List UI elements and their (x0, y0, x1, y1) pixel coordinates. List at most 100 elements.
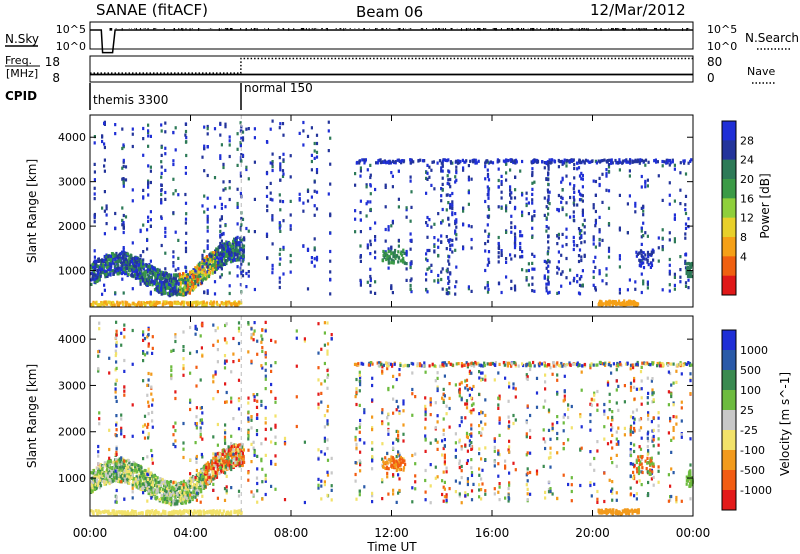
power-cell (238, 241, 241, 245)
velocity-cell (159, 480, 162, 484)
power-cell (644, 231, 647, 235)
power-cell (454, 292, 457, 296)
power-cell (163, 280, 166, 284)
nsky-panel-frame (89, 21, 694, 50)
power-cell (462, 223, 465, 227)
power-cell (147, 185, 150, 189)
power-cell (592, 283, 595, 287)
power-cell (113, 269, 117, 273)
power-cell (673, 213, 676, 217)
power-cell (242, 244, 246, 248)
velocity-cell (186, 499, 189, 503)
power-cell (668, 272, 671, 276)
power-cell (359, 199, 362, 203)
power-cell (426, 258, 429, 263)
power-cell (430, 269, 433, 273)
power-cell (103, 232, 106, 236)
power-cell (541, 160, 544, 164)
power-cell (220, 143, 223, 147)
power-cell (527, 201, 530, 205)
power-cell (242, 247, 245, 251)
power-cell (235, 246, 238, 250)
power-cell (203, 257, 206, 261)
power-cell (640, 158, 643, 162)
power-cell (179, 290, 182, 294)
power-cell (175, 283, 178, 287)
power-cell (451, 207, 454, 211)
power-cell (387, 225, 390, 229)
power-cell (130, 264, 133, 268)
power-cell (519, 234, 522, 238)
power-cell (510, 257, 513, 261)
power-cell (430, 225, 433, 229)
velocity-cell (96, 466, 99, 470)
power-cell (172, 289, 175, 293)
power-cell (455, 165, 458, 169)
power-cell (185, 273, 188, 277)
velocity-cell (230, 444, 233, 448)
power-cell (510, 191, 513, 195)
power-cell (247, 229, 250, 233)
power-cell (486, 281, 489, 285)
power-cell (161, 276, 164, 281)
power-cell (684, 284, 688, 288)
power-cell (211, 271, 214, 275)
velocity-cell (174, 496, 177, 500)
power-cell (487, 196, 490, 200)
power-cell (673, 237, 676, 241)
power-cell (679, 188, 682, 192)
power-cell (125, 266, 128, 270)
power-cell (628, 159, 631, 163)
power-cell (225, 259, 228, 263)
power-cell (486, 290, 490, 294)
power-cell (387, 249, 390, 254)
power-cell (159, 273, 162, 277)
power-cell (661, 159, 664, 164)
power-cell (240, 255, 243, 259)
power-cell (177, 288, 180, 292)
power-cell (447, 201, 450, 205)
velocity-cell (160, 497, 163, 501)
power-cell (92, 271, 95, 275)
power-cell (161, 286, 165, 290)
power-cell (668, 263, 671, 267)
power-cell (369, 278, 372, 283)
power-cell (369, 239, 372, 243)
power-cell (310, 256, 313, 260)
power-cell (213, 205, 217, 209)
power-cell (610, 300, 613, 305)
power-cell (310, 168, 313, 172)
power-cell (99, 264, 102, 268)
velocity-cell (201, 486, 204, 490)
power-cell (581, 223, 584, 227)
power-cell (240, 153, 243, 157)
power-cell (329, 214, 332, 218)
power-cell (306, 134, 310, 138)
power-cell (232, 257, 236, 261)
power-cell (487, 205, 490, 209)
velocity-cell (151, 486, 154, 490)
power-cell (132, 264, 135, 268)
power-cell (531, 235, 534, 239)
power-cell (362, 158, 366, 162)
power-cell (384, 185, 387, 189)
power-cell (219, 275, 222, 279)
power-cell (636, 252, 639, 256)
nave-line (90, 57, 693, 74)
power-cell (197, 280, 200, 284)
power-cell (525, 191, 528, 195)
power-cell (598, 243, 601, 247)
power-cell (135, 271, 138, 275)
power-cell (218, 246, 221, 250)
power-cell (594, 179, 597, 184)
power-cell (110, 252, 114, 256)
power-cell (382, 249, 385, 254)
velocity-cell (214, 454, 217, 458)
power-cell (561, 207, 564, 212)
power-cell (402, 159, 406, 163)
power-cell (639, 260, 642, 264)
power-cell (228, 186, 231, 190)
power-cell (122, 143, 125, 147)
power-cell (313, 246, 316, 250)
power-cell (126, 252, 129, 256)
